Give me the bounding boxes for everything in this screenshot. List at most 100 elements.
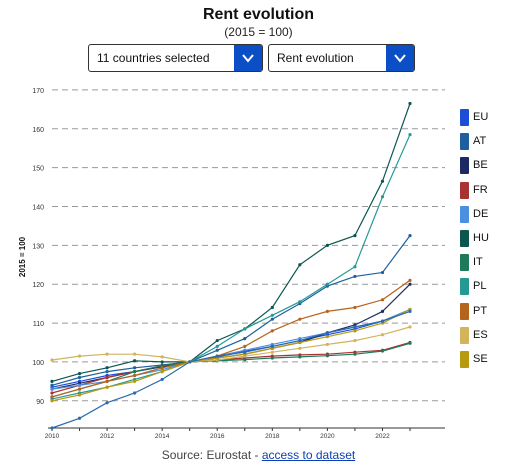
data-point[interactable] (353, 325, 357, 329)
data-point[interactable] (50, 358, 54, 362)
data-point[interactable] (50, 391, 54, 395)
data-point[interactable] (243, 337, 247, 341)
data-point[interactable] (298, 338, 302, 343)
legend-item-se[interactable]: SE (460, 350, 515, 370)
data-point[interactable] (105, 385, 109, 389)
data-point[interactable] (50, 387, 54, 391)
data-point[interactable] (408, 101, 412, 106)
data-point[interactable] (353, 234, 357, 238)
data-point[interactable] (105, 366, 109, 370)
series-line-it[interactable] (51, 342, 411, 398)
series-line-fr[interactable] (51, 341, 411, 394)
indicator-select-toggle[interactable] (386, 45, 414, 71)
data-point[interactable] (380, 333, 385, 337)
data-point[interactable] (353, 329, 357, 333)
data-point[interactable] (77, 387, 82, 391)
data-point[interactable] (243, 350, 247, 354)
series-line-es[interactable] (51, 326, 411, 363)
legend-item-eu[interactable]: EU (460, 108, 515, 128)
data-point[interactable] (380, 309, 385, 314)
data-point[interactable] (298, 346, 302, 350)
legend-item-pl[interactable]: PL (460, 277, 515, 297)
data-point[interactable] (215, 344, 219, 348)
data-point[interactable] (270, 350, 274, 354)
data-point[interactable] (133, 359, 137, 363)
data-point[interactable] (188, 360, 192, 364)
data-point[interactable] (133, 352, 137, 356)
data-point[interactable] (353, 338, 357, 343)
data-point[interactable] (270, 313, 274, 317)
legend-item-be[interactable]: BE (460, 156, 515, 176)
data-point[interactable] (408, 282, 412, 286)
data-point[interactable] (353, 265, 357, 269)
access-to-dataset-link[interactable]: access to dataset (261, 448, 356, 462)
data-point[interactable] (270, 305, 274, 310)
data-point[interactable] (77, 371, 82, 376)
data-point[interactable] (215, 348, 219, 352)
data-point[interactable] (133, 370, 137, 374)
data-point[interactable] (105, 375, 109, 380)
data-point[interactable] (133, 366, 137, 370)
data-point[interactable] (160, 377, 164, 382)
indicator-select-dropdown[interactable]: Rent evolution (268, 44, 415, 72)
data-point[interactable] (325, 335, 329, 339)
data-point[interactable] (325, 331, 329, 335)
legend-item-hu[interactable]: HU (460, 229, 515, 249)
data-point[interactable] (408, 309, 412, 314)
series-line-se[interactable] (51, 308, 411, 402)
data-point[interactable] (298, 263, 302, 267)
data-point[interactable] (408, 278, 412, 282)
legend-item-it[interactable]: IT (460, 253, 515, 273)
data-point[interactable] (133, 379, 137, 383)
data-point[interactable] (243, 344, 247, 348)
data-point[interactable] (50, 426, 54, 430)
data-point[interactable] (133, 373, 137, 378)
data-point[interactable] (50, 383, 54, 387)
series-line-hu[interactable] (51, 103, 411, 382)
data-point[interactable] (160, 360, 164, 364)
data-point[interactable] (243, 358, 247, 362)
data-point[interactable] (298, 355, 302, 359)
data-point[interactable] (325, 354, 329, 358)
data-point[interactable] (353, 305, 357, 310)
data-point[interactable] (380, 298, 385, 302)
series-line-be[interactable] (51, 283, 411, 390)
data-point[interactable] (408, 132, 412, 137)
data-point[interactable] (77, 393, 82, 397)
data-point[interactable] (270, 344, 274, 348)
data-point[interactable] (380, 319, 385, 323)
data-point[interactable] (325, 309, 329, 314)
data-point[interactable] (380, 179, 385, 183)
data-point[interactable] (215, 354, 219, 358)
data-point[interactable] (160, 355, 164, 359)
data-point[interactable] (105, 401, 109, 405)
data-point[interactable] (380, 195, 385, 199)
legend-item-de[interactable]: DE (460, 205, 515, 225)
country-select-dropdown[interactable]: 11 countries selected (88, 44, 263, 72)
data-point[interactable] (105, 370, 109, 374)
data-point[interactable] (298, 300, 302, 304)
legend-item-pt[interactable]: PT (460, 302, 515, 322)
data-point[interactable] (298, 317, 302, 321)
data-point[interactable] (160, 370, 164, 374)
data-point[interactable] (270, 329, 274, 333)
data-point[interactable] (77, 354, 82, 358)
data-point[interactable] (50, 379, 54, 383)
country-select-toggle[interactable] (234, 45, 262, 71)
legend-item-at[interactable]: AT (460, 132, 515, 152)
data-point[interactable] (325, 342, 329, 347)
data-point[interactable] (380, 349, 385, 353)
data-point[interactable] (325, 282, 329, 286)
data-point[interactable] (50, 395, 54, 399)
data-point[interactable] (408, 325, 412, 329)
data-point[interactable] (77, 375, 82, 380)
data-point[interactable] (270, 317, 274, 321)
series-line-at[interactable] (51, 235, 411, 386)
data-point[interactable] (50, 399, 54, 403)
data-point[interactable] (77, 416, 82, 420)
data-point[interactable] (105, 379, 109, 383)
series-line-extra[interactable] (51, 310, 411, 429)
data-point[interactable] (408, 341, 412, 345)
data-point[interactable] (408, 234, 412, 238)
data-point[interactable] (353, 352, 357, 356)
